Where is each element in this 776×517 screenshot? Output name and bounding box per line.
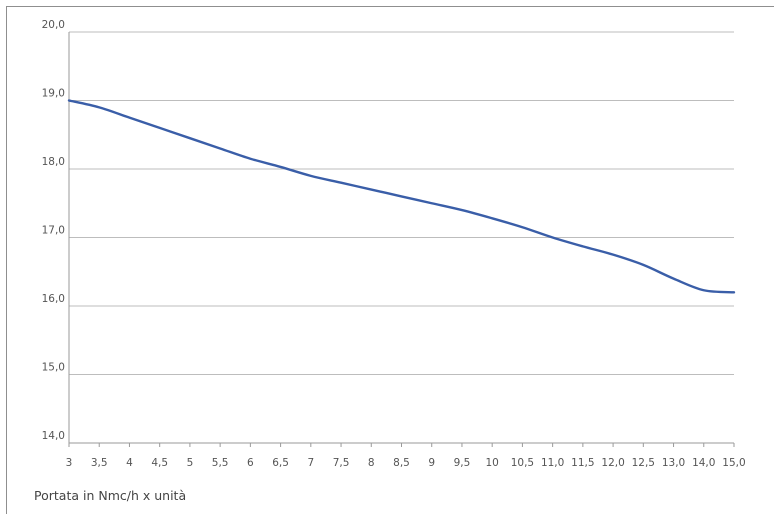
x-tick-label: 9 [428, 457, 435, 469]
x-tick-label: 6,5 [272, 457, 289, 469]
x-tick-label: 7 [307, 457, 314, 469]
x-tick-label: 14,0 [692, 457, 715, 469]
y-tick-label: 16,0 [42, 293, 65, 305]
x-tick-label: 5 [187, 457, 194, 469]
x-tick-label: 4,5 [151, 457, 168, 469]
y-axis: 14,0 15,0 16,0 17,0 18,0 19,0 20,0 [42, 19, 70, 443]
chart-frame [6, 6, 774, 514]
y-tick-label: 20,0 [42, 19, 65, 31]
x-tick-label: 6 [247, 457, 254, 469]
y-tick-label: 14,0 [42, 430, 65, 442]
x-tick-label: 8 [368, 457, 375, 469]
y-tick-label: 15,0 [42, 362, 65, 374]
series-lines [67, 99, 736, 294]
x-axis: 3 3,5 4 4,5 5 5,5 6 6,5 7 7,5 8 8,5 9 9,5 10 10,5 11,0 11… [66, 443, 746, 469]
x-tick-label: 7,5 [333, 457, 350, 469]
x-tick-label: 8,5 [393, 457, 410, 469]
x-tick-label: 10 [485, 457, 498, 469]
x-tick-label: 4 [126, 457, 133, 469]
x-tick-label: 15,0 [722, 457, 745, 469]
x-tick-label: 10,5 [511, 457, 534, 469]
y-tick-label: 18,0 [42, 156, 65, 168]
series-line [67, 99, 736, 294]
y-tick-label: 19,0 [42, 88, 65, 100]
x-tick-label: 11,5 [571, 457, 594, 469]
x-tick-label: 5,5 [212, 457, 229, 469]
x-tick-label: 13,0 [662, 457, 685, 469]
x-tick-label: 11,0 [541, 457, 564, 469]
x-tick-label: 9,5 [454, 457, 471, 469]
x-tick-label: 12,5 [632, 457, 655, 469]
x-tick-label: 3,5 [91, 457, 108, 469]
x-axis-title: Portata in Nmc/h x unità [34, 488, 187, 503]
grid-lines [69, 31, 734, 444]
y-tick-label: 17,0 [42, 225, 65, 237]
x-tick-label: 12,0 [601, 457, 624, 469]
x-tick-label: 3 [66, 457, 73, 469]
